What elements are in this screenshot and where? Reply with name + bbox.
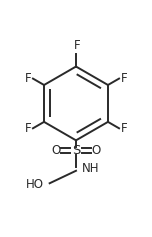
Text: O: O xyxy=(51,144,60,157)
Text: F: F xyxy=(73,39,80,52)
Text: NH: NH xyxy=(82,162,100,175)
Text: F: F xyxy=(121,122,128,135)
Text: S: S xyxy=(72,144,80,157)
Text: F: F xyxy=(24,122,31,135)
Text: HO: HO xyxy=(26,178,44,191)
Text: O: O xyxy=(92,144,101,157)
Text: F: F xyxy=(121,72,128,85)
Text: F: F xyxy=(24,72,31,85)
